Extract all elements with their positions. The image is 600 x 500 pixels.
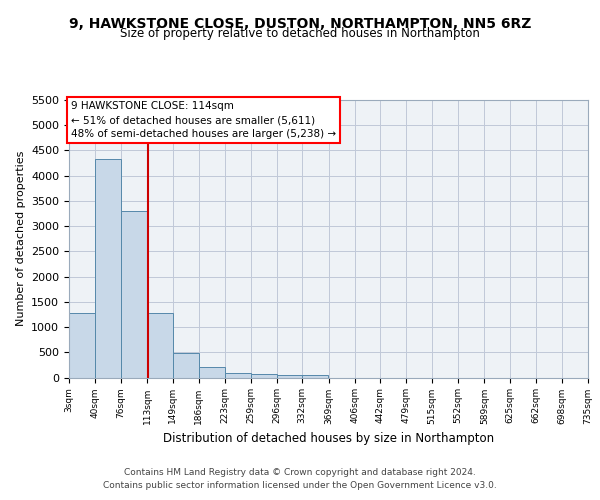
Text: Contains HM Land Registry data © Crown copyright and database right 2024.: Contains HM Land Registry data © Crown c… xyxy=(124,468,476,477)
Bar xyxy=(95,159,121,378)
Bar xyxy=(147,313,173,378)
Y-axis label: Number of detached properties: Number of detached properties xyxy=(16,151,26,326)
Text: Contains public sector information licensed under the Open Government Licence v3: Contains public sector information licen… xyxy=(103,480,497,490)
Bar xyxy=(251,374,277,378)
Bar xyxy=(199,367,225,378)
Bar xyxy=(302,374,328,378)
Text: 9 HAWKSTONE CLOSE: 114sqm
← 51% of detached houses are smaller (5,611)
48% of se: 9 HAWKSTONE CLOSE: 114sqm ← 51% of detac… xyxy=(71,101,336,139)
X-axis label: Distribution of detached houses by size in Northampton: Distribution of detached houses by size … xyxy=(163,432,494,445)
Bar xyxy=(173,353,199,378)
Text: 9, HAWKSTONE CLOSE, DUSTON, NORTHAMPTON, NN5 6RZ: 9, HAWKSTONE CLOSE, DUSTON, NORTHAMPTON,… xyxy=(69,18,531,32)
Bar xyxy=(121,211,147,378)
Bar xyxy=(277,374,303,378)
Bar xyxy=(69,314,95,378)
Bar xyxy=(225,373,251,378)
Text: Size of property relative to detached houses in Northampton: Size of property relative to detached ho… xyxy=(120,28,480,40)
